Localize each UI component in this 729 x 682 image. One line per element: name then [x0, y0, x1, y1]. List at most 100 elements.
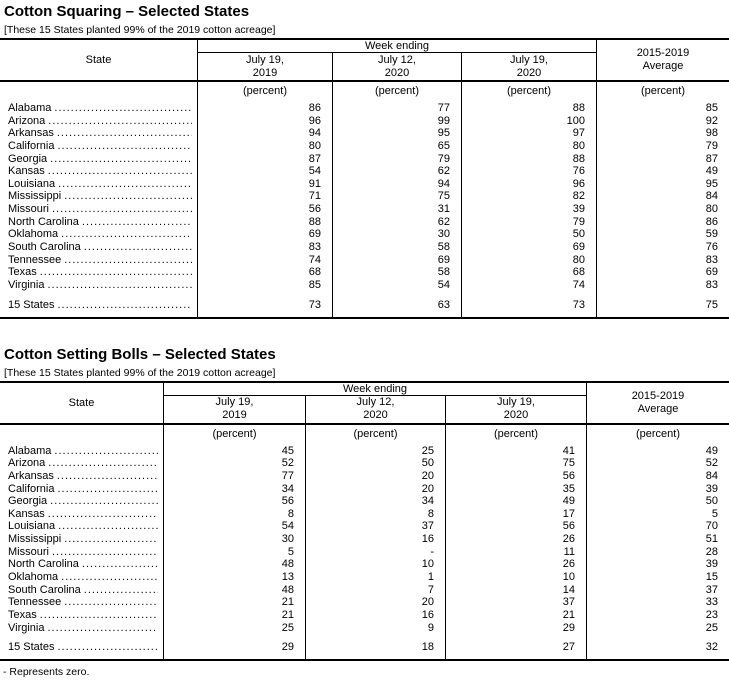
value-jul19-2019: 88 [197, 215, 332, 229]
value-jul19-2019: 96 [197, 114, 332, 128]
dot-leader [50, 495, 158, 508]
footnote: - Represents zero. [3, 666, 90, 679]
table-row: Virginia 85 54 74 83 [0, 278, 729, 292]
average-header-line2: Average [637, 402, 679, 415]
bolls-note: [These 15 States planted 99% of the 2019… [4, 366, 276, 379]
value-jul19-2020: 82 [461, 190, 596, 204]
value-jul12-2020: 9 [305, 621, 445, 635]
value-average: 85 [596, 102, 729, 115]
total-label: 15 States [8, 298, 55, 311]
state-cell: California [0, 483, 163, 496]
value-jul12-2020: 95 [332, 127, 461, 140]
spacer-cell [445, 634, 586, 640]
dot-leader [58, 520, 158, 533]
value-average: 80 [596, 203, 729, 216]
value-jul12-2020: 75 [332, 190, 461, 204]
dot-leader [52, 546, 158, 559]
spacer-cell [461, 291, 596, 297]
table-row: Texas 68 58 68 69 [0, 266, 729, 279]
value-jul19-2019: 52 [163, 457, 305, 470]
value-average: 86 [596, 215, 729, 229]
value-average: 33 [586, 596, 729, 609]
value-jul19-2019: 74 [197, 253, 332, 267]
value-average: 59 [596, 228, 729, 242]
state-cell: Virginia [0, 622, 163, 635]
spacer-cell [305, 634, 445, 640]
state-cell: Missouri [0, 203, 197, 216]
value-jul19-2019: 13 [163, 571, 305, 584]
value-average: 15 [586, 571, 729, 584]
state-name: Mississippi [8, 533, 62, 546]
date-header-line2: 2020 [363, 409, 388, 422]
table-row: North Carolina 88 62 79 86 [0, 215, 729, 229]
dot-leader [52, 203, 192, 216]
state-cell: Georgia [0, 495, 163, 508]
dot-leader [48, 165, 192, 178]
squaring-title: Cotton Squaring – Selected States [4, 3, 250, 20]
state-name: North Carolina [8, 558, 79, 571]
table-row: Tennessee 21 20 37 33 [0, 596, 729, 609]
value-average: 52 [586, 457, 729, 470]
value-jul19-2020: 88 [461, 152, 596, 166]
value-jul19-2020: 80 [461, 139, 596, 153]
date-column-header-1: July 19, 2019 [163, 395, 305, 423]
value-average: 28 [586, 545, 729, 559]
value-jul12-2020: 34 [305, 495, 445, 508]
value-jul19-2019: 48 [163, 583, 305, 597]
total-average: 75 [596, 296, 729, 317]
date-header-line2: 2020 [503, 409, 529, 422]
total-row: 15 States 73 63 73 75 [0, 296, 729, 317]
dot-leader [57, 641, 158, 654]
value-jul19-2020: 56 [445, 520, 586, 534]
date-header-line1: July 12, [378, 53, 416, 66]
spacer-row [0, 291, 729, 297]
value-jul19-2019: 80 [197, 139, 332, 153]
value-jul19-2019: 87 [197, 152, 332, 166]
date-header-line1: July 12, [356, 396, 395, 409]
dot-leader [48, 115, 192, 128]
total-label: 15 States [8, 641, 55, 654]
average-header-line1: 2015-2019 [631, 389, 685, 402]
state-cell: Virginia [0, 279, 197, 292]
date-column-header-1: July 19, 2019 [197, 53, 332, 80]
date-header-line2: 2020 [516, 66, 542, 79]
units-cell: (percent) [305, 424, 445, 445]
value-jul19-2019: 77 [163, 469, 305, 483]
date-column-header-3: July 19, 2020 [445, 395, 586, 423]
state-name: Kansas [8, 165, 45, 178]
state-name: Mississippi [8, 190, 62, 203]
table-row: Virginia 25 9 29 25 [0, 621, 729, 635]
state-name: Texas [8, 608, 37, 621]
dot-leader [64, 254, 192, 267]
total-jul12-2020: 63 [332, 296, 461, 317]
state-cell: Oklahoma [0, 228, 197, 241]
value-jul19-2019: 91 [197, 177, 332, 191]
state-column-header: State [68, 396, 95, 409]
value-average: 23 [586, 608, 729, 622]
value-jul12-2020: 37 [305, 520, 445, 534]
value-jul19-2019: 56 [197, 203, 332, 216]
table-row: Georgia 56 34 49 50 [0, 495, 729, 508]
units-cell: (percent) [586, 424, 729, 445]
dot-leader [84, 241, 192, 254]
table-row: Arizona 96 99 100 92 [0, 114, 729, 128]
state-cell: Arkansas [0, 127, 197, 140]
dot-leader [58, 178, 192, 191]
average-column-header: 2015-2019 Average [596, 40, 729, 80]
value-jul19-2019: 83 [197, 241, 332, 254]
units-cell: (percent) [197, 82, 332, 102]
total-average: 32 [586, 639, 729, 660]
state-cell: Louisiana [0, 178, 197, 191]
state-cell: South Carolina [0, 584, 163, 597]
value-jul12-2020: 50 [305, 457, 445, 470]
value-jul12-2020: 30 [332, 228, 461, 242]
dot-leader [61, 228, 192, 241]
value-jul19-2020: 26 [445, 533, 586, 546]
dot-leader [57, 470, 158, 483]
state-name: Tennessee [8, 253, 62, 266]
squaring-table-body: (percent) (percent) (percent) (percent) … [0, 82, 729, 319]
spacer-row [0, 634, 729, 640]
value-average: 76 [596, 241, 729, 254]
units-cell: (percent) [445, 424, 586, 445]
state-cell: North Carolina [0, 558, 163, 571]
